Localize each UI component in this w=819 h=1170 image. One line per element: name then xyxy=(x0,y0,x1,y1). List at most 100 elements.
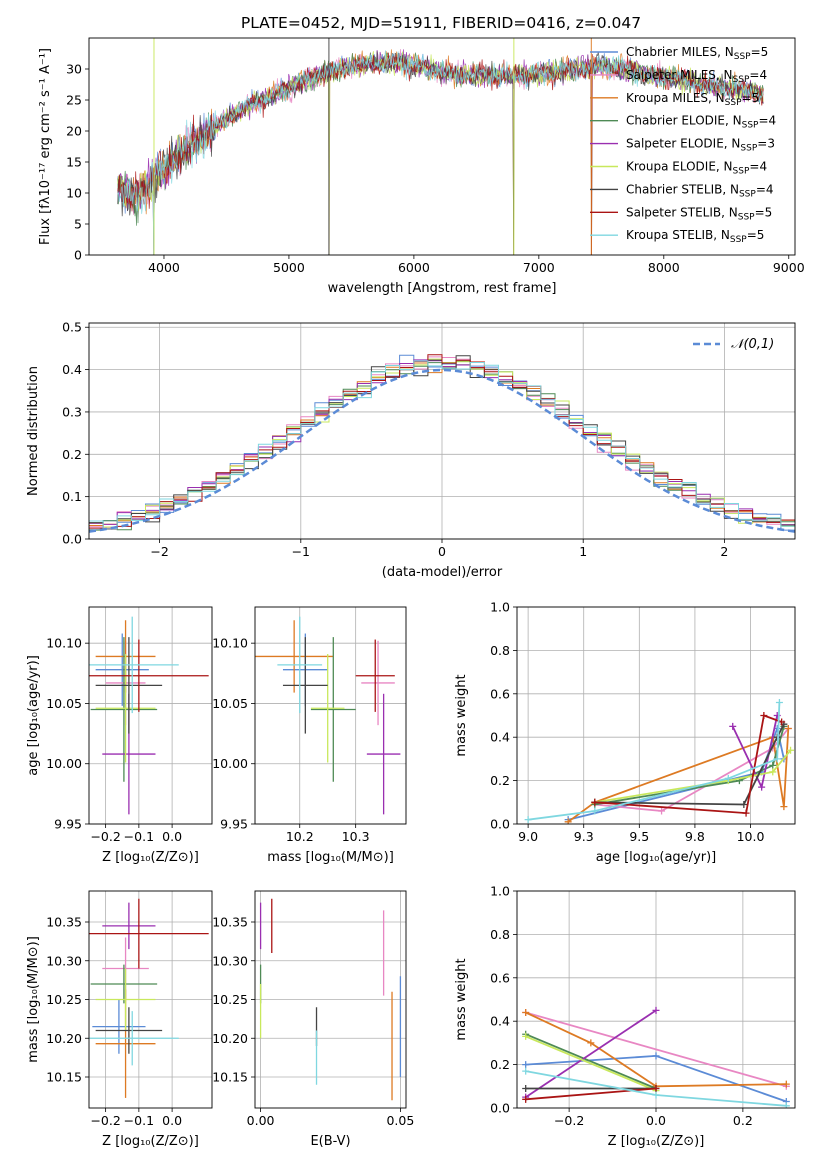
series-marker xyxy=(524,816,532,824)
y-tick-label: 0.2 xyxy=(62,447,82,462)
errorbar-point xyxy=(89,898,209,969)
axes-frame xyxy=(88,37,796,256)
y-tick-label: 0.4 xyxy=(62,362,82,377)
series-marker xyxy=(591,807,599,815)
legend-entry: Chabrier MILES, NSSP=5 xyxy=(626,45,768,62)
x-tick-label: 9.3 xyxy=(574,829,594,844)
errorbar-point xyxy=(89,616,179,714)
series-marker xyxy=(652,1006,660,1014)
series-marker xyxy=(652,1091,660,1099)
errorbar-point xyxy=(92,999,146,1054)
y-tick-label: 15 xyxy=(66,155,82,170)
y-tick-label: 10.05 xyxy=(46,696,82,711)
x-tick-label: 10.3 xyxy=(342,829,370,844)
y-tick-label: 10.25 xyxy=(46,992,82,1007)
series-line xyxy=(594,714,783,815)
plot-area xyxy=(89,354,795,533)
series-marker xyxy=(652,1084,660,1092)
series-marker xyxy=(782,1102,790,1108)
x-tick-label: −1 xyxy=(292,544,310,559)
series-line xyxy=(525,1011,787,1088)
y-tick-label: 10 xyxy=(66,186,82,201)
legend-entry: Chabrier ELODIE, NSSP=4 xyxy=(626,114,776,131)
errorbar-point xyxy=(95,1007,163,1054)
series-marker xyxy=(522,1095,530,1103)
series-marker xyxy=(522,1009,530,1017)
x-axis-label: Z [log₁₀(Z/Z⊙)] xyxy=(102,850,199,865)
y-tick-label: 20 xyxy=(66,124,82,139)
axes-mass-vs-Z: −0.2 −0.1 0.0 10.15 10.20 10.25 10.30 10.35 Z [l… xyxy=(26,890,213,1149)
y-tick-label: 10.15 xyxy=(46,1070,82,1085)
y-tick-label: 1.0 xyxy=(490,600,510,615)
series-marker xyxy=(522,1084,530,1092)
x-tick-label: 9.8 xyxy=(685,829,705,844)
plot-area xyxy=(89,898,209,1098)
y-tick-label: 0.2 xyxy=(490,773,510,788)
legend-entry: Salpeter MILES, NSSP=4 xyxy=(626,68,767,85)
histogram-step xyxy=(89,354,795,530)
axes-mass-weight-vs-age: 9.0 9.3 9.5 9.8 10.0 0.0 0.2 0.4 0.6 0.8 1.0 age [l… xyxy=(454,600,796,865)
series-line xyxy=(594,749,792,804)
errorbar-point xyxy=(255,620,334,693)
x-tick-label: 2 xyxy=(720,544,728,559)
y-tick-label: 10.00 xyxy=(46,756,82,771)
x-tick-label: 0.00 xyxy=(247,1113,275,1128)
y-tick-label: 0.8 xyxy=(490,927,510,942)
series-marker xyxy=(658,807,666,815)
x-axis-label: wavelength [Angstrom, rest frame] xyxy=(328,281,557,296)
grid xyxy=(89,607,212,825)
legend-entry: Kroupa ELODIE, NSSP=4 xyxy=(626,160,767,177)
series-line xyxy=(525,1033,657,1090)
x-axis-label: Z [log₁₀(Z/Z⊙)] xyxy=(608,1134,705,1149)
x-tick-label: −0.2 xyxy=(90,1113,120,1128)
y-tick-label: 10.10 xyxy=(212,636,248,651)
axes-mass-weight-vs-Z: −0.2 0.0 0.2 0.0 0.2 0.4 0.6 0.8 1.0 Z [log₁₀(Z/Z… xyxy=(454,884,796,1149)
x-tick-label: 8000 xyxy=(648,260,680,275)
series-marker xyxy=(760,712,768,719)
series-marker xyxy=(724,774,732,782)
y-tick-label: 1.0 xyxy=(490,884,510,899)
axes-frame xyxy=(516,606,796,825)
figure-title: PLATE=0452, MJD=51911, FIBERID=0416, z=0… xyxy=(241,14,641,32)
series-marker xyxy=(522,1032,530,1040)
axes-frame xyxy=(88,322,796,540)
plot-area xyxy=(259,898,402,1101)
axes-age-vs-mass: 10.2 10.3 9.95 10.00 10.05 10.10 mass [log₁₀(M… xyxy=(212,606,407,865)
errorbar-point xyxy=(95,654,156,763)
errorbar-point xyxy=(90,964,158,1004)
x-tick-label: 0.2 xyxy=(733,1113,753,1128)
series-marker xyxy=(742,809,750,817)
x-tick-label: 0.05 xyxy=(386,1113,414,1128)
axes-spectrum: 4000 5000 6000 7000 8000 9000 0 5 10 15 20 25 30 wave… xyxy=(38,37,805,296)
legend-entry: Kroupa MILES, NSSP=5 xyxy=(626,91,759,108)
x-tick-label: −0.1 xyxy=(124,1113,154,1128)
y-axis-label: mass [log₁₀(M/M⊙)] xyxy=(26,936,41,1063)
series-line xyxy=(525,1009,657,1098)
errorbar-point xyxy=(89,639,209,712)
y-tick-label: 10.30 xyxy=(46,953,82,968)
x-axis-label: age [log₁₀(age/yr)] xyxy=(596,850,717,865)
plot-area xyxy=(117,38,764,255)
x-tick-label: 7000 xyxy=(523,260,555,275)
x-tick-label: 6000 xyxy=(398,260,430,275)
series-marker xyxy=(652,1052,660,1060)
y-tick-label: 5 xyxy=(74,217,82,232)
y-tick-label: 10.35 xyxy=(46,915,82,930)
axes-frame xyxy=(88,890,213,1109)
series-line xyxy=(525,1011,787,1088)
errorbar-point xyxy=(366,693,401,815)
grid xyxy=(255,891,406,1108)
legend-entry: Salpeter STELIB, NSSP=5 xyxy=(626,205,772,222)
plot-area xyxy=(524,698,795,824)
series-marker xyxy=(787,746,795,754)
axes-frame xyxy=(254,890,407,1109)
x-tick-label: 10.0 xyxy=(737,829,765,844)
series-marker xyxy=(740,800,748,808)
legend: 𝒩(0,1) xyxy=(693,337,774,352)
errorbar-point xyxy=(310,637,356,782)
x-tick-label: 0.0 xyxy=(162,829,182,844)
y-tick-label: 0.5 xyxy=(62,320,82,335)
errorbar-point xyxy=(282,637,328,734)
legend-entry: 𝒩(0,1) xyxy=(731,337,774,352)
